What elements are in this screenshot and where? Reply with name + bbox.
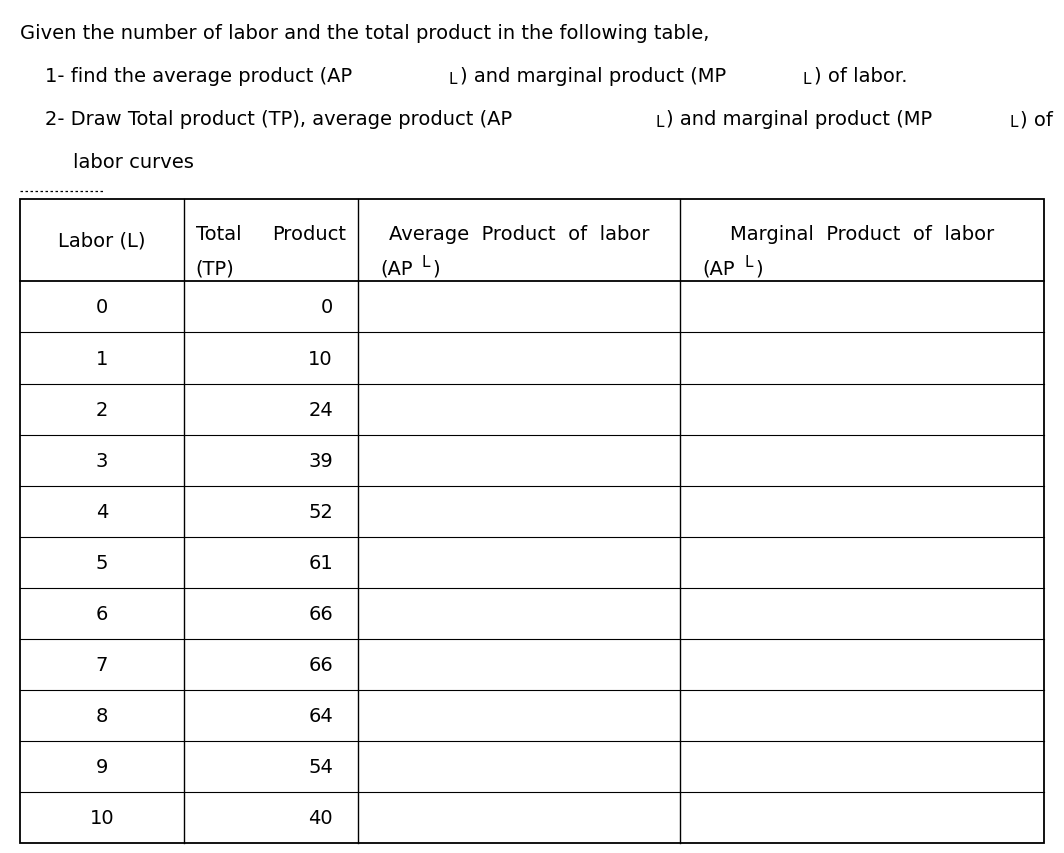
Text: ) of: ) of (1020, 110, 1053, 129)
Text: 6: 6 (96, 604, 109, 623)
Text: L: L (655, 115, 664, 131)
Text: 61: 61 (309, 553, 333, 572)
Text: 54: 54 (309, 757, 333, 776)
Text: 24: 24 (309, 400, 333, 419)
Text: 39: 39 (309, 451, 333, 470)
Text: 1- find the average product (AP: 1- find the average product (AP (20, 67, 352, 86)
Text: L: L (421, 255, 430, 270)
Text: ) of labor.: ) of labor. (814, 67, 908, 86)
Text: 0: 0 (320, 298, 333, 317)
Text: L: L (449, 73, 458, 87)
Text: 3: 3 (96, 451, 109, 470)
Text: L: L (1010, 115, 1018, 131)
Text: ) and marginal product (MP: ) and marginal product (MP (666, 110, 932, 129)
Text: 40: 40 (309, 808, 333, 827)
Text: 64: 64 (309, 706, 333, 725)
Text: 52: 52 (309, 502, 333, 521)
Text: Product: Product (272, 224, 346, 243)
Text: L: L (745, 255, 753, 270)
Text: Given the number of labor and the total product in the following table,: Given the number of labor and the total … (20, 24, 710, 43)
Text: (AP: (AP (380, 259, 413, 278)
Text: ): ) (433, 259, 440, 278)
Text: ): ) (755, 259, 763, 278)
Text: 4: 4 (96, 502, 109, 521)
Text: 0: 0 (96, 298, 109, 317)
Text: 66: 66 (309, 604, 333, 623)
Text: 5: 5 (96, 553, 109, 572)
Text: 7: 7 (96, 655, 109, 674)
Text: 9: 9 (96, 757, 109, 776)
Text: 66: 66 (309, 655, 333, 674)
Text: (TP): (TP) (196, 259, 234, 278)
Text: Total: Total (196, 224, 242, 243)
Text: Average  Product  of  labor: Average Product of labor (389, 224, 649, 243)
Text: 10: 10 (89, 808, 114, 827)
Bar (20, 200, 1044, 843)
Text: 2- Draw Total product (TP), average product (AP: 2- Draw Total product (TP), average prod… (20, 110, 512, 129)
Text: 2: 2 (96, 400, 109, 419)
Text: Labor (L): Labor (L) (59, 231, 146, 251)
Text: 8: 8 (96, 706, 109, 725)
Text: ) and marginal product (MP: ) and marginal product (MP (460, 67, 726, 86)
Text: (AP: (AP (702, 259, 735, 278)
Text: 1: 1 (96, 349, 109, 368)
Text: L: L (803, 73, 812, 87)
Text: labor curves: labor curves (73, 153, 194, 171)
Text: 10: 10 (309, 349, 333, 368)
Text: Marginal  Product  of  labor: Marginal Product of labor (730, 224, 995, 243)
